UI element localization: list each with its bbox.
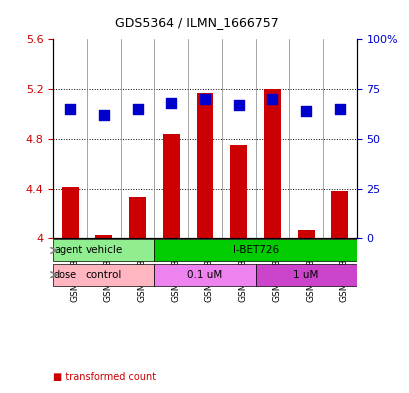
Bar: [196, 93, 213, 238]
Point: [302, 108, 309, 114]
Text: GDS5364 / ILMN_1666757: GDS5364 / ILMN_1666757: [115, 16, 278, 29]
Bar: [95, 235, 112, 238]
Point: [235, 102, 241, 108]
Point: [67, 106, 73, 112]
FancyBboxPatch shape: [53, 239, 154, 261]
Text: dose: dose: [54, 270, 77, 280]
FancyBboxPatch shape: [53, 264, 154, 286]
Bar: [297, 230, 314, 238]
Text: 0.1 uM: 0.1 uM: [187, 270, 222, 280]
Bar: [62, 187, 79, 238]
Text: vehicle: vehicle: [85, 245, 122, 255]
Text: I-BET726: I-BET726: [232, 245, 278, 255]
Bar: [230, 145, 247, 238]
Bar: [129, 197, 146, 238]
Bar: [263, 89, 280, 238]
Point: [100, 112, 107, 118]
Text: 1 uM: 1 uM: [293, 270, 318, 280]
FancyBboxPatch shape: [154, 264, 255, 286]
Text: control: control: [85, 270, 122, 280]
Point: [336, 106, 342, 112]
Point: [168, 100, 174, 106]
Bar: [330, 191, 347, 238]
Point: [134, 106, 141, 112]
FancyBboxPatch shape: [154, 239, 356, 261]
Bar: [162, 134, 179, 238]
FancyBboxPatch shape: [255, 264, 356, 286]
Text: ■ transformed count: ■ transformed count: [53, 372, 156, 382]
Point: [268, 96, 275, 102]
Point: [201, 96, 208, 102]
Text: agent: agent: [54, 245, 82, 255]
